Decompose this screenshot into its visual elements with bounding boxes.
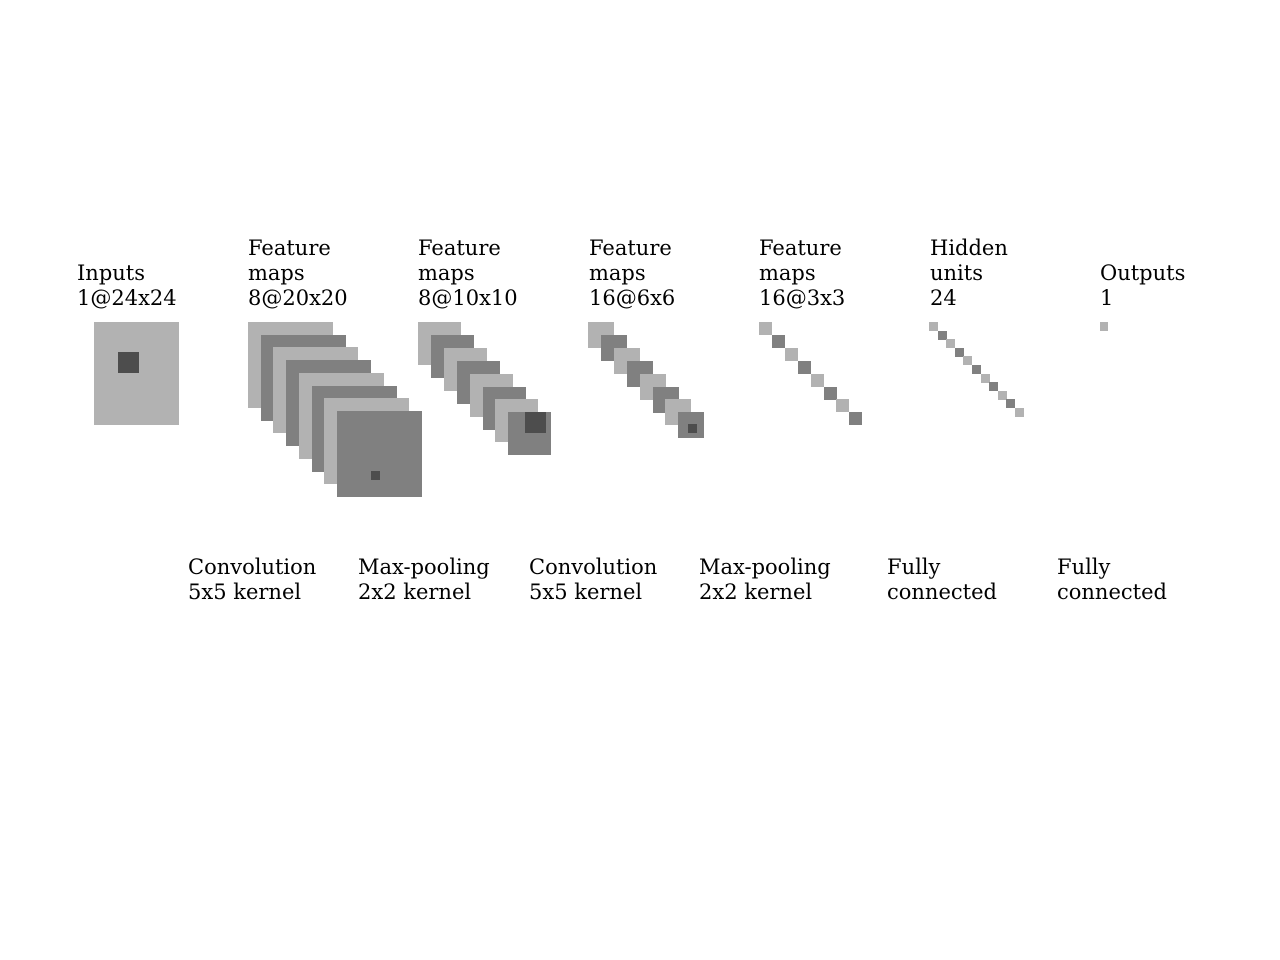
op-label-fc1: Fully connected — [887, 555, 997, 604]
layer-label-inputs: Inputs 1@24x24 — [77, 261, 177, 310]
layer-label-conv2: Feature maps 16@6x6 — [589, 236, 676, 310]
conv1-map-kernel — [371, 471, 380, 480]
inputs-map-layer-1 — [94, 322, 179, 425]
inputs-map-kernel — [118, 352, 139, 373]
pool2-map-layer-5 — [811, 374, 824, 387]
hidden-map-layer-2 — [938, 331, 947, 340]
pool2-map-layer-2 — [772, 335, 785, 348]
layer-label-pool1: Feature maps 8@10x10 — [418, 236, 518, 310]
hidden-map-layer-11 — [1015, 408, 1024, 417]
hidden-map-layer-3 — [946, 339, 955, 348]
pool2-map-layer-1 — [759, 322, 772, 335]
pool2-map-layer-3 — [785, 348, 798, 361]
hidden-map-layer-4 — [955, 348, 964, 357]
op-label-conv2: Convolution 5x5 kernel — [529, 555, 658, 604]
layer-label-hidden: Hidden units 24 — [930, 236, 1008, 310]
hidden-map-layer-10 — [1006, 399, 1015, 408]
layer-label-pool2: Feature maps 16@3x3 — [759, 236, 846, 310]
pool2-map-layer-4 — [798, 361, 811, 374]
pool2-map-layer-7 — [836, 399, 849, 412]
op-label-pool2: Max-pooling 2x2 kernel — [699, 555, 831, 604]
op-label-pool1: Max-pooling 2x2 kernel — [358, 555, 490, 604]
hidden-map-layer-8 — [989, 382, 998, 391]
pool2-map-layer-8 — [849, 412, 862, 425]
hidden-map-layer-6 — [972, 365, 981, 374]
op-label-fc2: Fully connected — [1057, 555, 1167, 604]
op-label-conv1: Convolution 5x5 kernel — [188, 555, 317, 604]
pool2-map-layer-6 — [824, 387, 837, 400]
layer-label-outputs: Outputs 1 — [1100, 261, 1186, 310]
outputs-map-layer-1 — [1100, 322, 1108, 331]
conv1-map-layer-8 — [337, 411, 422, 497]
layer-label-conv1: Feature maps 8@20x20 — [248, 236, 348, 310]
hidden-map-layer-9 — [998, 391, 1007, 400]
hidden-map-layer-1 — [929, 322, 938, 331]
pool1-map-kernel — [525, 412, 546, 433]
hidden-map-layer-5 — [963, 356, 972, 365]
conv2-map-kernel — [688, 424, 697, 433]
hidden-map-layer-7 — [981, 374, 990, 383]
